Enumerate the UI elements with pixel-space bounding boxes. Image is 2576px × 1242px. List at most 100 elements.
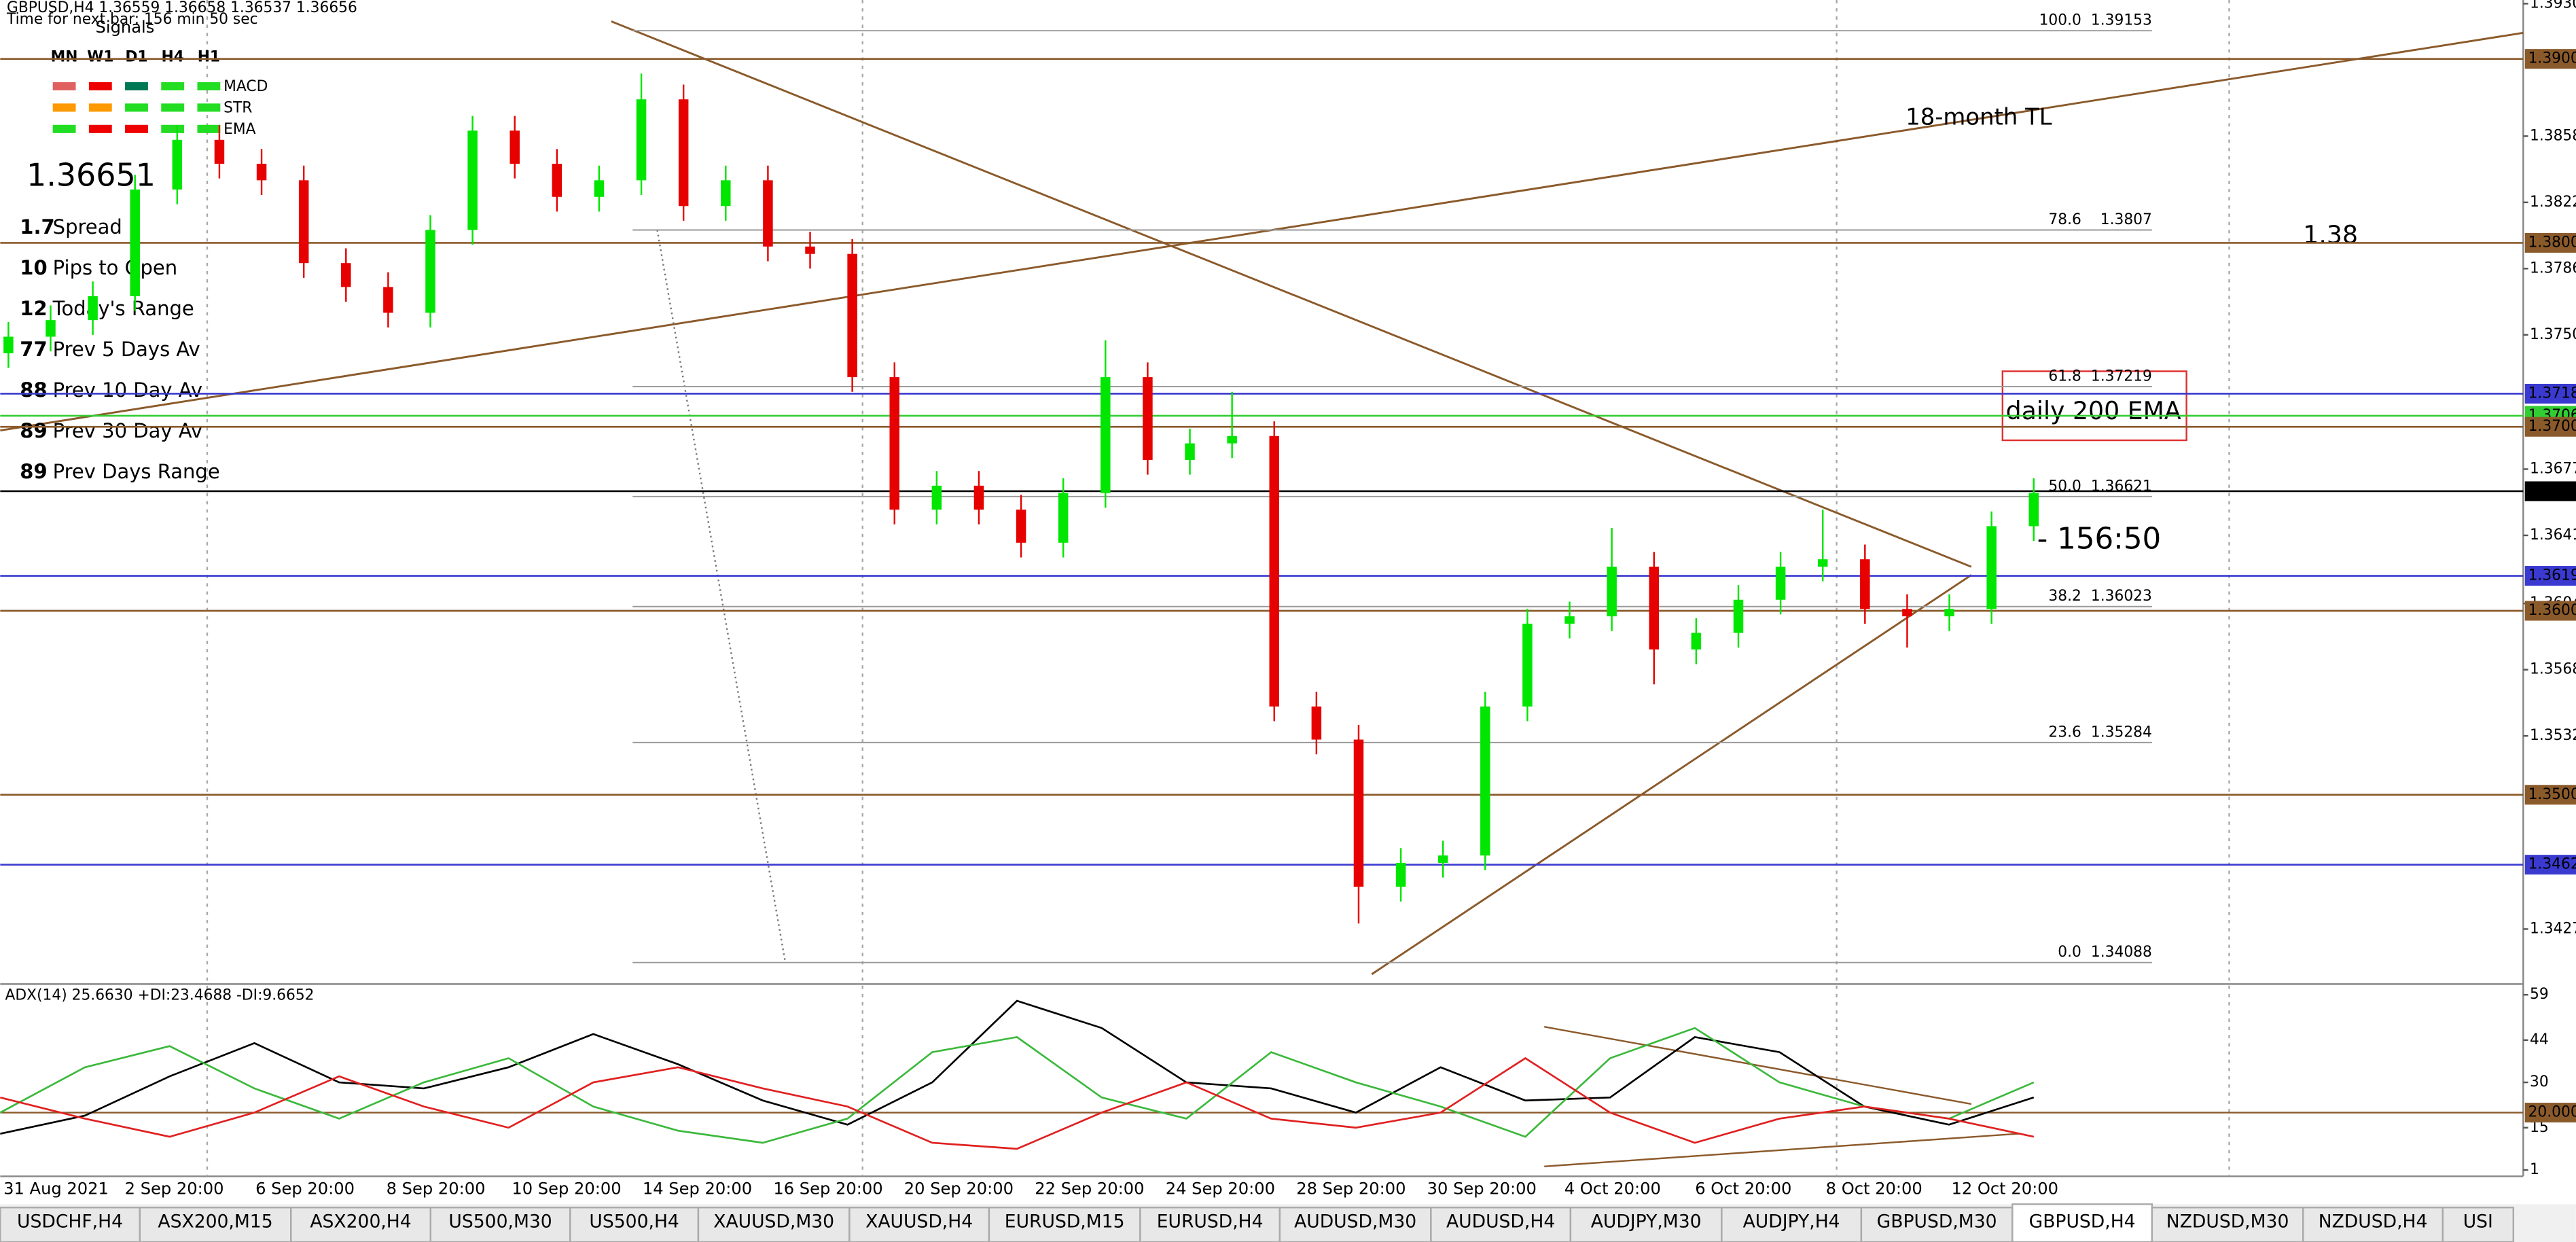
candle-body xyxy=(214,139,225,164)
y-tick-label: 1.3750 xyxy=(2530,326,2576,343)
candle-body xyxy=(1101,377,1111,493)
level-tag xyxy=(2524,481,2576,501)
trendline xyxy=(0,31,2524,431)
candle-body xyxy=(46,320,56,337)
indicator-label: MACD xyxy=(223,78,268,95)
tab-label[interactable]: XAUUSD,H4 xyxy=(865,1211,973,1232)
level-label: 1.3665 xyxy=(2528,482,2576,499)
candle-body xyxy=(425,230,435,313)
indicator-label: EMA xyxy=(223,121,256,138)
level-tag xyxy=(2524,49,2576,69)
tab-label[interactable]: GBPUSD,M30 xyxy=(1877,1211,1997,1232)
stat-label: Prev 5 Days Av xyxy=(53,338,200,361)
signal xyxy=(125,124,148,133)
signal xyxy=(197,82,221,90)
y-tick-label: 59 xyxy=(2530,986,2549,1003)
tab-label[interactable]: EURUSD,M15 xyxy=(1005,1211,1125,1232)
tab[interactable] xyxy=(139,1207,292,1242)
x-tick-label: 16 Sep 20:00 xyxy=(773,1179,882,1199)
level-tag xyxy=(2524,785,2576,805)
candle-body xyxy=(973,485,984,510)
level-tag xyxy=(2524,1103,2576,1123)
candle-body xyxy=(3,336,14,353)
y-tick-label: 1.3427 xyxy=(2530,920,2576,937)
candle-body xyxy=(1311,706,1322,740)
tab-label[interactable]: AUDUSD,H4 xyxy=(1446,1211,1555,1232)
tab-label[interactable]: AUDUSD,M30 xyxy=(1294,1211,1416,1232)
candle-body xyxy=(1733,599,1744,633)
annotation-box xyxy=(2001,370,2187,442)
tab[interactable] xyxy=(697,1207,851,1242)
candle-body xyxy=(467,130,478,230)
tab[interactable] xyxy=(569,1207,700,1242)
candle-body xyxy=(889,377,899,510)
candle-body xyxy=(1058,493,1069,543)
y-tick-label: 1.3858 xyxy=(2530,127,2576,144)
level-label: 1.3462 xyxy=(2528,856,2576,873)
tab-label[interactable]: US500,H4 xyxy=(589,1211,679,1232)
tab-label[interactable]: USI xyxy=(2463,1211,2493,1232)
tab[interactable] xyxy=(848,1207,990,1242)
tab-label[interactable]: USDCHF,H4 xyxy=(17,1211,123,1232)
tab-label[interactable]: AUDJPY,H4 xyxy=(1743,1211,1840,1232)
tab[interactable] xyxy=(2302,1207,2444,1242)
level-tag xyxy=(2524,416,2576,437)
candle-body xyxy=(1353,739,1364,887)
y-tick-label: 1.3930 xyxy=(2530,0,2576,12)
candle-body xyxy=(1691,633,1702,650)
x-tick-label: 8 Sep 20:00 xyxy=(387,1179,486,1199)
tab-label[interactable]: EURUSD,H4 xyxy=(1157,1211,1264,1232)
level-label: 1.3718 xyxy=(2528,385,2576,402)
level-tag xyxy=(2524,855,2576,875)
candle-body xyxy=(88,296,98,321)
candle-body xyxy=(509,130,520,164)
indicator-line xyxy=(0,1057,2035,1150)
current-price: 1.36651 xyxy=(26,157,156,194)
stat-value: 88 xyxy=(20,378,47,402)
signal xyxy=(161,124,185,133)
candle-body xyxy=(1564,616,1575,624)
tab-label[interactable]: ASX200,H4 xyxy=(310,1211,411,1232)
tab[interactable] xyxy=(1278,1207,1432,1242)
y-tick-label: 30 xyxy=(2530,1074,2549,1090)
fib-price: 1.37219 xyxy=(2091,368,2152,385)
tab-label[interactable]: NZDUSD,M30 xyxy=(2166,1211,2289,1232)
chart-header: GBPUSD,H4 1.36559 1.36658 1.36537 1.3665… xyxy=(7,0,357,16)
tab[interactable] xyxy=(429,1207,571,1242)
x-tick-label: 2 Sep 20:00 xyxy=(125,1179,224,1199)
x-tick-label: 14 Sep 20:00 xyxy=(643,1179,752,1199)
signal xyxy=(52,82,76,90)
y-tick-label: 1.3532 xyxy=(2530,727,2576,744)
level-tag xyxy=(2524,566,2576,586)
candle-body xyxy=(383,287,393,313)
fib-level: 50.0 xyxy=(2048,478,2081,495)
tab-label[interactable]: GBPUSD,H4 xyxy=(2029,1211,2136,1232)
level-label: 1.3500 xyxy=(2528,786,2576,803)
trendline xyxy=(611,20,1972,568)
bar-timer: Time for next bar: 156 min 50 sec xyxy=(6,11,258,28)
tab[interactable] xyxy=(2151,1207,2304,1242)
tab-label[interactable]: XAUUSD,M30 xyxy=(713,1211,834,1232)
stat-label: Spread xyxy=(53,215,122,238)
candle-body xyxy=(594,180,605,197)
x-tick-label: 20 Sep 20:00 xyxy=(904,1179,1014,1199)
signal xyxy=(88,82,112,90)
tab[interactable] xyxy=(2441,1207,2515,1242)
stat-label: Prev 30 Day Av xyxy=(53,419,202,442)
tab[interactable] xyxy=(1139,1207,1281,1242)
stat-label: Prev Days Range xyxy=(53,460,220,483)
tab[interactable] xyxy=(1430,1207,1572,1242)
signals-title: Signals xyxy=(96,18,155,37)
trendline xyxy=(1371,574,1972,976)
stat-value: 10 xyxy=(20,256,47,279)
tab-label[interactable]: NZDUSD,H4 xyxy=(2319,1211,2428,1232)
candle-body xyxy=(552,163,562,197)
level-tag xyxy=(2524,601,2576,621)
tab-label[interactable]: ASX200,M15 xyxy=(158,1211,272,1232)
level-label: 1.3700 xyxy=(2528,418,2576,435)
tab-label[interactable]: US500,M30 xyxy=(448,1211,552,1232)
fib-price: 1.34088 xyxy=(2091,944,2152,961)
candle-body xyxy=(172,139,183,190)
tab-label[interactable]: AUDJPY,M30 xyxy=(1591,1211,1702,1232)
